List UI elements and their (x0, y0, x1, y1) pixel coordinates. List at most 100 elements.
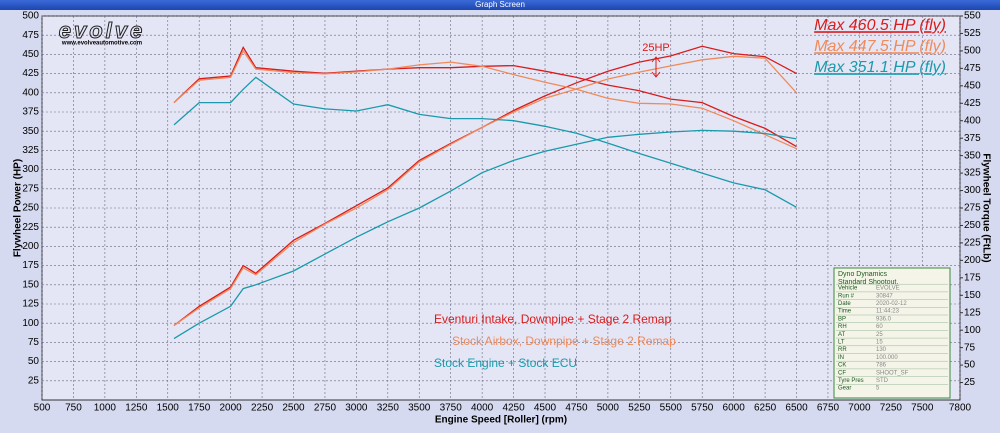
x-tick-label: 4500 (534, 403, 557, 414)
power-line (173, 55, 797, 327)
table-key: Date (838, 301, 851, 307)
y2-axis-title: Flywheel Torque (FtLb) (980, 153, 991, 262)
torque-line (173, 46, 797, 148)
annotation: 25HP (642, 42, 670, 54)
x-tick-label: 1500 (157, 403, 180, 414)
x-tick-label: 5250 (628, 403, 651, 414)
y2-tick-label: 450 (964, 80, 981, 91)
x-tick-label: 3000 (345, 403, 368, 414)
x-tick-label: 4750 (565, 403, 588, 414)
max-label: Max 460.5 HP (fly) (814, 17, 946, 34)
table-frame (833, 267, 951, 399)
y-tick-label: 125 (22, 299, 39, 310)
y2-tick-label: 100 (964, 325, 981, 336)
legend-label: Stock Airbox, Downpipe + Stage 2 Remap (452, 334, 676, 348)
x-tick-label: 500 (34, 403, 51, 414)
y2-tick-label: 225 (964, 238, 981, 249)
table-value: 786 (876, 363, 887, 369)
table-value: 2020-02-12 (876, 301, 907, 307)
y-tick-label: 375 (22, 107, 39, 118)
max-label: Max 351.1 HP (fly) (814, 59, 946, 76)
y-tick-label: 350 (22, 126, 39, 137)
logo-url: www.evolveautomotive.com (61, 41, 142, 47)
x-tick-label: 4250 (502, 403, 525, 414)
power-line (173, 129, 797, 340)
y2-tick-label: 300 (964, 185, 981, 196)
y2-tick-label: 550 (964, 11, 981, 22)
table-value: SHOOT_SF (876, 370, 909, 376)
x-tick-label: 1250 (125, 403, 148, 414)
torque-line (173, 76, 797, 208)
x-tick-label: 6750 (817, 403, 840, 414)
y-tick-label: 75 (28, 337, 40, 348)
x-axis-title: Engine Speed [Roller] (rpm) (435, 415, 567, 426)
x-tick-label: 7500 (911, 403, 934, 414)
table-key: RH (838, 324, 847, 330)
x-tick-label: 2000 (220, 403, 243, 414)
x-tick-label: 1750 (188, 403, 211, 414)
y2-tick-label: 275 (964, 203, 981, 214)
y-tick-label: 25 (28, 375, 40, 386)
logo: evolve (59, 18, 146, 43)
y-tick-label: 400 (22, 87, 39, 98)
y-tick-label: 50 (28, 356, 40, 367)
y2-tick-label: 475 (964, 63, 981, 74)
table-key: CF (838, 370, 846, 376)
y-tick-label: 275 (22, 183, 39, 194)
table-value: 100.000 (876, 355, 898, 361)
x-tick-label: 1000 (94, 403, 117, 414)
table-key: Gear (838, 386, 851, 392)
y-tick-label: 475 (22, 30, 39, 41)
y-tick-label: 175 (22, 260, 39, 271)
table-key: Vehicle (838, 286, 858, 292)
y2-tick-label: 400 (964, 115, 981, 126)
table-value: EVOLVE (876, 286, 900, 292)
table-key: RR (838, 347, 847, 353)
table-key: Time (838, 309, 852, 315)
table-value: 60 (876, 324, 883, 330)
y2-tick-label: 175 (964, 272, 981, 283)
table-value: 15 (876, 339, 883, 345)
y2-tick-label: 200 (964, 255, 981, 266)
x-tick-label: 5500 (660, 403, 683, 414)
y-tick-label: 500 (22, 11, 39, 22)
y-tick-label: 300 (22, 164, 39, 175)
x-tick-label: 3500 (408, 403, 431, 414)
y-tick-label: 425 (22, 68, 39, 79)
y-tick-label: 325 (22, 145, 39, 156)
table-value: 30847 (876, 293, 893, 299)
y-tick-label: 450 (22, 49, 39, 60)
table-value: 5 (876, 386, 880, 392)
y2-tick-label: 325 (964, 168, 981, 179)
y-tick-label: 150 (22, 279, 39, 290)
table-value: 25 (876, 332, 883, 338)
y-tick-label: 250 (22, 203, 39, 214)
max-label: Max 447.5 HP (fly) (814, 38, 946, 55)
table-key: CK (838, 363, 846, 369)
table-title: Dyno Dynamics (838, 271, 888, 278)
y-tick-label: 225 (22, 222, 39, 233)
x-tick-label: 6250 (754, 403, 777, 414)
x-tick-label: 2500 (282, 403, 305, 414)
table-key: Run # (838, 293, 855, 299)
y2-tick-label: 25 (964, 377, 976, 388)
table-key: AT (838, 332, 846, 338)
title-bar (0, 0, 1000, 10)
torque-line (173, 49, 797, 150)
x-tick-label: 2250 (251, 403, 274, 414)
y-tick-label: 200 (22, 241, 39, 252)
arrow (651, 56, 661, 78)
y2-tick-label: 50 (964, 360, 976, 371)
table-title: Standard Shootout. (838, 279, 898, 286)
table-value: 130 (876, 347, 887, 353)
y2-tick-label: 125 (964, 307, 981, 318)
y-axis-title: Flywheel Power (HP) (13, 159, 24, 257)
window-title: Graph Screen (475, 0, 525, 9)
x-tick-label: 4000 (471, 403, 494, 414)
table-key: LT (838, 339, 845, 345)
x-tick-label: 5000 (597, 403, 620, 414)
x-tick-label: 750 (65, 403, 82, 414)
table-key: BP (838, 316, 846, 322)
